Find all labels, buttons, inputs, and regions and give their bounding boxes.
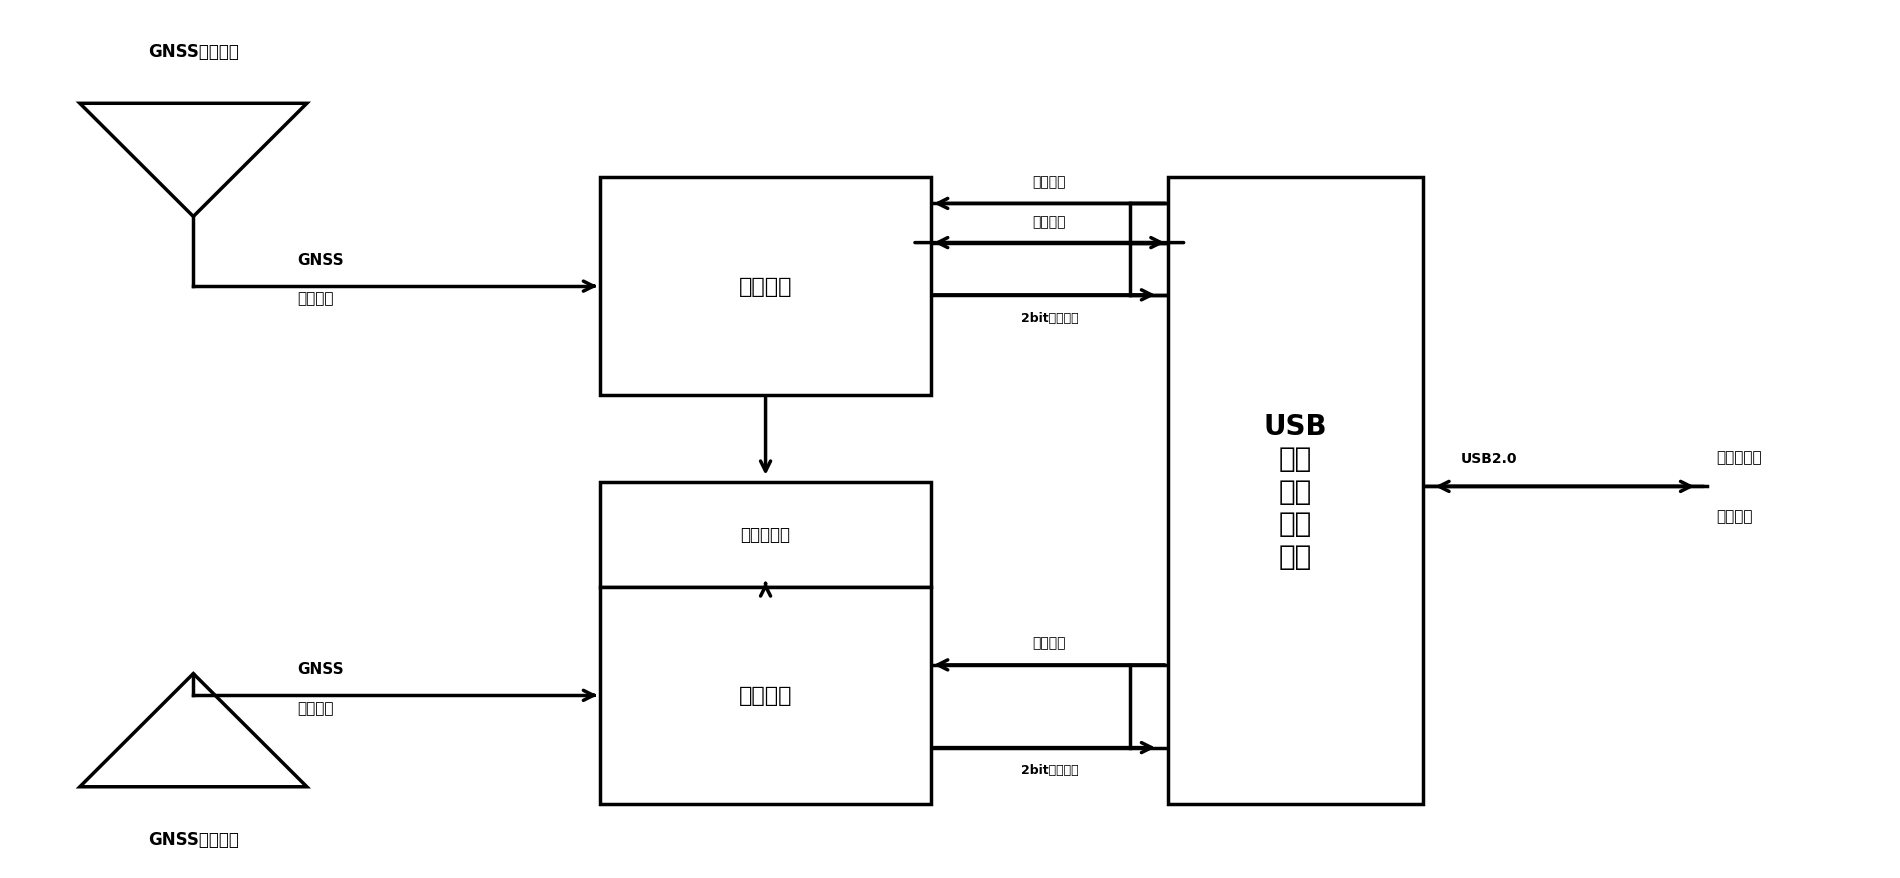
Text: 直接信号: 直接信号 — [298, 291, 334, 306]
Text: USB
数据
缓存
转发
单元: USB 数据 缓存 转发 单元 — [1264, 413, 1326, 570]
FancyBboxPatch shape — [1167, 178, 1423, 804]
Text: GNSS反射天线: GNSS反射天线 — [148, 831, 239, 848]
Text: 控制信号: 控制信号 — [1032, 636, 1066, 650]
FancyBboxPatch shape — [600, 483, 931, 587]
FancyBboxPatch shape — [600, 178, 931, 395]
Text: GNSS: GNSS — [298, 661, 344, 676]
Text: 至数据存储: 至数据存储 — [1716, 450, 1761, 465]
Text: 时钟信号: 时钟信号 — [1032, 215, 1066, 229]
Text: 控制信号: 控制信号 — [1032, 175, 1066, 189]
Text: GNSS: GNSS — [298, 253, 344, 268]
Text: USB2.0: USB2.0 — [1461, 451, 1518, 465]
Text: 反射信号: 反射信号 — [298, 700, 334, 715]
Text: 射频前端: 射频前端 — [739, 686, 792, 706]
Text: GNSS直接天线: GNSS直接天线 — [148, 43, 239, 61]
Text: 2bit采样数据: 2bit采样数据 — [1020, 763, 1077, 776]
Text: 射频前端: 射频前端 — [739, 277, 792, 297]
FancyBboxPatch shape — [600, 587, 931, 804]
Text: 压控振荡器: 压控振荡器 — [741, 526, 790, 543]
Text: 2bit采样数据: 2bit采样数据 — [1020, 311, 1077, 324]
Text: 处理系统: 处理系统 — [1716, 508, 1752, 523]
